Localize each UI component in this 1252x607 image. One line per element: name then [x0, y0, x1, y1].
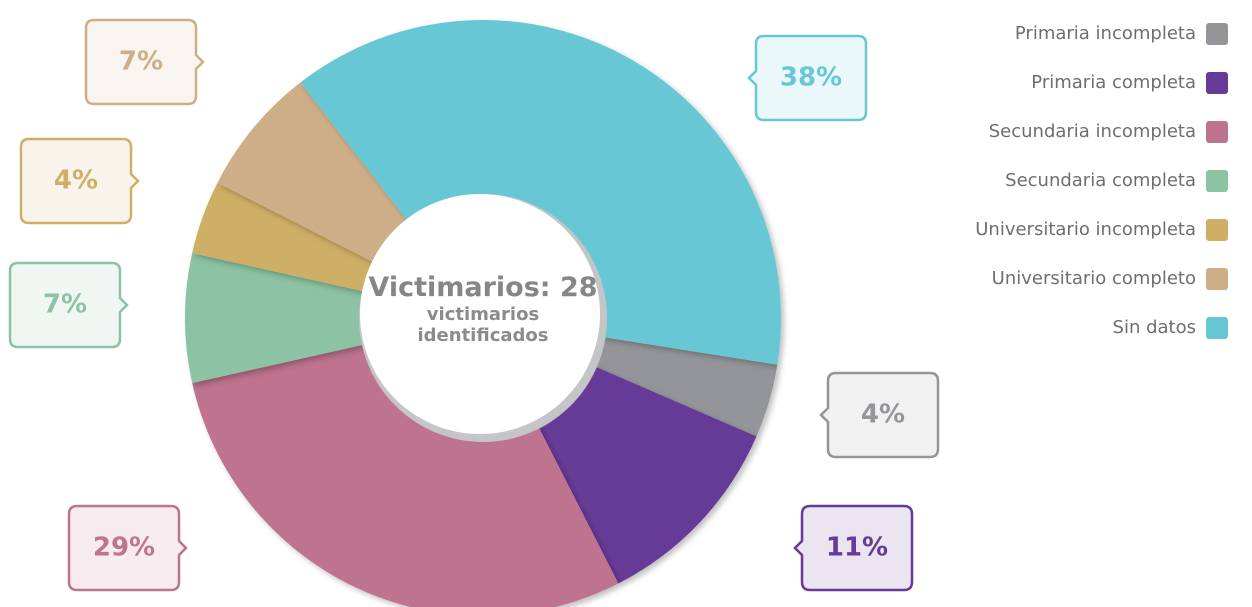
legend-label: Primaria completa — [1031, 72, 1196, 93]
slice — [192, 344, 619, 607]
callout-box — [793, 504, 914, 592]
callout-box — [67, 504, 188, 592]
legend-label: Universitario incompleta — [975, 219, 1196, 240]
legend-swatch — [1206, 121, 1228, 143]
slice — [192, 182, 377, 292]
legend-label: Primaria incompleta — [1015, 23, 1196, 44]
legend-label: Secundaria completa — [1005, 170, 1196, 191]
value-label: 11% — [826, 533, 888, 563]
slice — [300, 19, 781, 365]
legend-swatch — [1206, 170, 1228, 192]
legend-swatch — [1206, 23, 1228, 45]
value-label: 7% — [43, 290, 87, 320]
value-label: 7% — [119, 47, 163, 77]
legend-swatch — [1206, 268, 1228, 290]
legend-swatch — [1206, 219, 1228, 241]
legend-label: Secundaria incompleta — [989, 121, 1196, 142]
legend-label: Sin datos — [1113, 317, 1196, 338]
value-label: 29% — [93, 533, 155, 563]
slice — [217, 82, 410, 264]
slice — [537, 365, 757, 584]
legend-swatch — [1206, 317, 1228, 339]
callout-box — [19, 137, 140, 225]
legend-label: Universitario completo — [992, 268, 1196, 289]
callout-box — [8, 261, 129, 349]
center-title: Victimarios: 28 — [368, 272, 598, 303]
value-label: 4% — [54, 166, 98, 196]
slices — [184, 19, 781, 607]
callout-box — [84, 18, 205, 106]
slice — [593, 336, 778, 437]
center-hole — [360, 194, 600, 434]
slice — [184, 252, 366, 384]
legend-swatch — [1206, 72, 1228, 94]
value-label: 4% — [861, 400, 905, 430]
callout-box — [747, 34, 868, 122]
center-label: Victimarios: 28 victimarios identificado… — [368, 272, 598, 346]
value-label: 38% — [780, 63, 842, 93]
center-subtitle: victimarios identificados — [417, 304, 549, 346]
callout-box — [819, 371, 940, 459]
